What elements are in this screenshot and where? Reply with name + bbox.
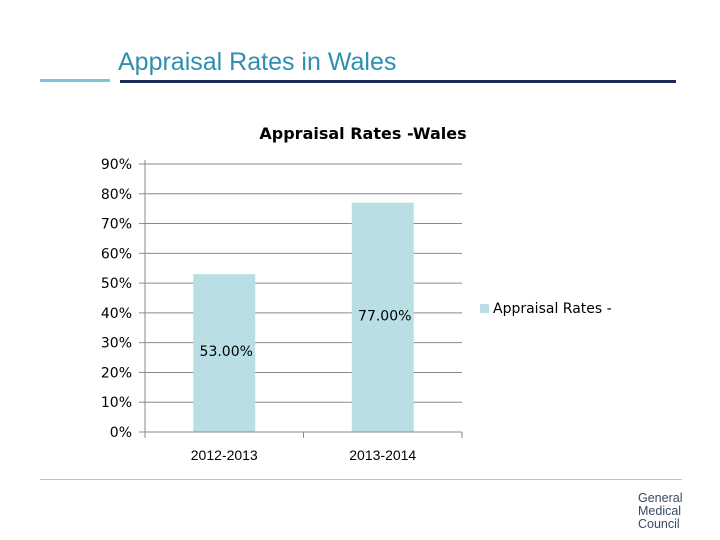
y-tick-label: 90% — [101, 157, 132, 173]
logo-line-1: General — [638, 491, 683, 505]
gmc-logo: General Medical Council — [638, 492, 698, 531]
y-tick-label: 60% — [101, 246, 132, 262]
bar-2013-2014 — [351, 202, 414, 432]
chart-title: Appraisal Rates -Wales — [259, 124, 466, 143]
bar-2012-2013 — [193, 274, 256, 432]
title-accent-rule — [40, 79, 110, 82]
title-underline-rule — [120, 80, 676, 83]
y-tick-label: 70% — [101, 217, 132, 233]
legend-swatch — [480, 304, 489, 313]
logo-line-2: Medical — [638, 504, 682, 518]
footer-divider — [40, 479, 682, 480]
x-tick-label: 2012-2013 — [191, 447, 258, 463]
y-tick-label: 10% — [101, 395, 132, 411]
x-tick-label: 2013-2014 — [349, 447, 416, 463]
y-tick-label: 20% — [101, 365, 132, 381]
bar-chart: Appraisal Rates -Wales 0% 10% 20% 30% 40% 50%… — [101, 124, 612, 463]
data-label: 53.00% — [200, 344, 253, 360]
y-tick-label: 50% — [101, 276, 132, 292]
y-tick-label: 80% — [101, 187, 132, 203]
logo-line-3: Council — [638, 517, 680, 531]
y-tick-label: 0% — [110, 425, 132, 441]
data-label: 77.00% — [358, 308, 411, 324]
y-tick-label: 30% — [101, 336, 132, 352]
y-tick-label: 40% — [101, 306, 132, 322]
legend-label: Appraisal Rates - — [493, 301, 612, 317]
page-title: Appraisal Rates in Wales — [118, 48, 397, 76]
